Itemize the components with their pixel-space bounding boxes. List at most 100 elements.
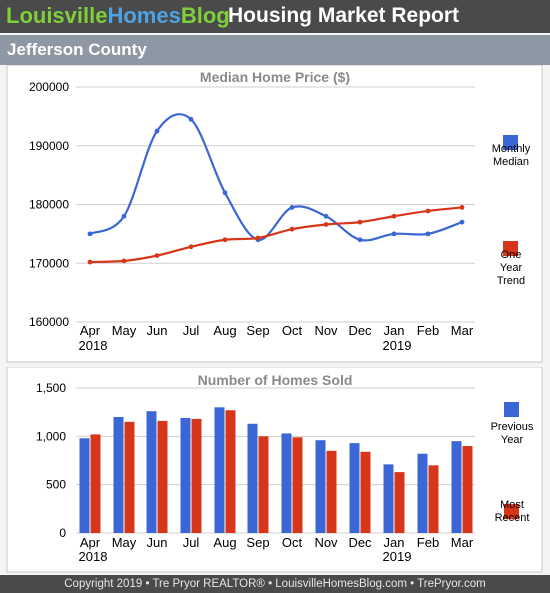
legend-label: Monthly [492, 143, 531, 155]
data-point [222, 237, 228, 243]
legend-label: Previous [491, 421, 534, 433]
x-tick-label: Jan [384, 535, 405, 550]
data-point [425, 231, 431, 237]
x-tick-label: Feb [417, 323, 439, 338]
y-tick-label: 180000 [29, 198, 69, 212]
bar [360, 451, 371, 533]
bar [214, 407, 225, 533]
x-tick-label: Oct [282, 535, 303, 550]
year-label: 2018 [79, 338, 108, 353]
x-tick-label: Mar [451, 323, 474, 338]
legend-swatch [504, 402, 519, 417]
chart-title: Number of Homes Sold [198, 372, 353, 388]
x-tick-label: Mar [451, 535, 474, 550]
data-point [121, 258, 127, 264]
header-bar: LouisvilleHomesBlog Housing Market Repor… [0, 0, 550, 33]
bar [462, 446, 473, 533]
data-point [391, 231, 397, 237]
data-point [188, 244, 194, 250]
site-logo[interactable]: LouisvilleHomesBlog [6, 3, 230, 29]
y-tick-label: 170000 [29, 256, 69, 270]
bar [247, 423, 258, 533]
data-point [459, 205, 465, 210]
year-label: 2019 [383, 549, 412, 564]
data-point [255, 235, 261, 241]
x-tick-label: Jun [147, 323, 168, 338]
homes-sold-chart: Number of Homes Sold 0 500 1,000 1,500 Apr May… [6, 367, 543, 573]
x-tick-label: Dec [348, 535, 372, 550]
x-tick-label: Feb [417, 535, 439, 550]
report-title: Housing Market Report [228, 4, 460, 27]
data-point [154, 128, 160, 134]
bar [281, 433, 292, 533]
footer-copyright: Copyright 2019 • Tre Pryor REALTOR® • Lo… [64, 578, 486, 590]
legend-swatch [503, 241, 518, 256]
data-point [87, 231, 93, 237]
data-point [289, 226, 295, 232]
data-point [154, 253, 160, 259]
bar [258, 436, 269, 533]
data-point [222, 190, 228, 196]
region-bar: Jefferson County [0, 35, 550, 65]
bar [113, 417, 124, 533]
bar [292, 437, 303, 533]
data-point [188, 116, 194, 122]
data-point [121, 213, 127, 219]
footer-bar: Copyright 2019 • Tre Pryor REALTOR® • Lo… [0, 575, 550, 593]
x-tick-label: Apr [80, 535, 101, 550]
legend-label: Median [493, 156, 529, 168]
y-tick-label: 1,500 [36, 381, 66, 395]
x-tick-label: Oct [282, 323, 303, 338]
x-tick-label: Sep [246, 535, 269, 550]
brand-part-3: Blog [180, 3, 230, 28]
bar [428, 465, 439, 533]
x-tick-label: Jul [183, 535, 200, 550]
bar [191, 418, 202, 533]
series-line [89, 206, 463, 264]
data-point [459, 219, 465, 225]
y-tick-label: 500 [46, 478, 66, 492]
bar [124, 421, 135, 533]
data-point [357, 219, 363, 225]
x-tick-label: May [112, 323, 137, 338]
y-tick-label: 1,000 [36, 429, 66, 443]
x-tick-label: Aug [213, 323, 236, 338]
x-tick-label: Apr [80, 323, 101, 338]
y-tick-label: 200000 [29, 80, 69, 94]
x-tick-label: Sep [246, 323, 269, 338]
x-tick-label: May [112, 535, 137, 550]
data-point [357, 237, 363, 243]
bar [157, 420, 168, 533]
bar [349, 443, 360, 533]
legend-swatch [503, 135, 518, 150]
legend-label: Recent [495, 512, 530, 524]
bar [451, 441, 462, 533]
chart-panel [6, 65, 543, 363]
bar [225, 410, 236, 533]
bar [383, 464, 394, 533]
x-tick-label: Nov [314, 323, 338, 338]
bar [417, 453, 428, 533]
legend-label: Year [501, 434, 524, 446]
legend-swatch [504, 504, 519, 519]
data-point [425, 208, 431, 214]
bar [394, 472, 405, 533]
x-tick-label: Aug [213, 535, 236, 550]
x-tick-label: Jan [384, 323, 405, 338]
chart-title: Median Home Price ($) [200, 69, 350, 85]
y-tick-label: 0 [59, 526, 66, 540]
legend-label: One [501, 249, 522, 261]
year-label: 2019 [383, 338, 412, 353]
x-tick-label: Jul [183, 323, 200, 338]
x-tick-label: Nov [314, 535, 338, 550]
y-tick-label: 160000 [29, 315, 69, 329]
bar [79, 438, 90, 533]
region-label: Jefferson County [7, 40, 147, 59]
brand-part-2: Homes [107, 3, 181, 28]
legend-label: Year [500, 262, 523, 274]
legend-label: Trend [497, 275, 525, 287]
bar [326, 450, 337, 533]
data-point [323, 222, 329, 227]
bar [146, 411, 157, 533]
bar [90, 434, 101, 533]
